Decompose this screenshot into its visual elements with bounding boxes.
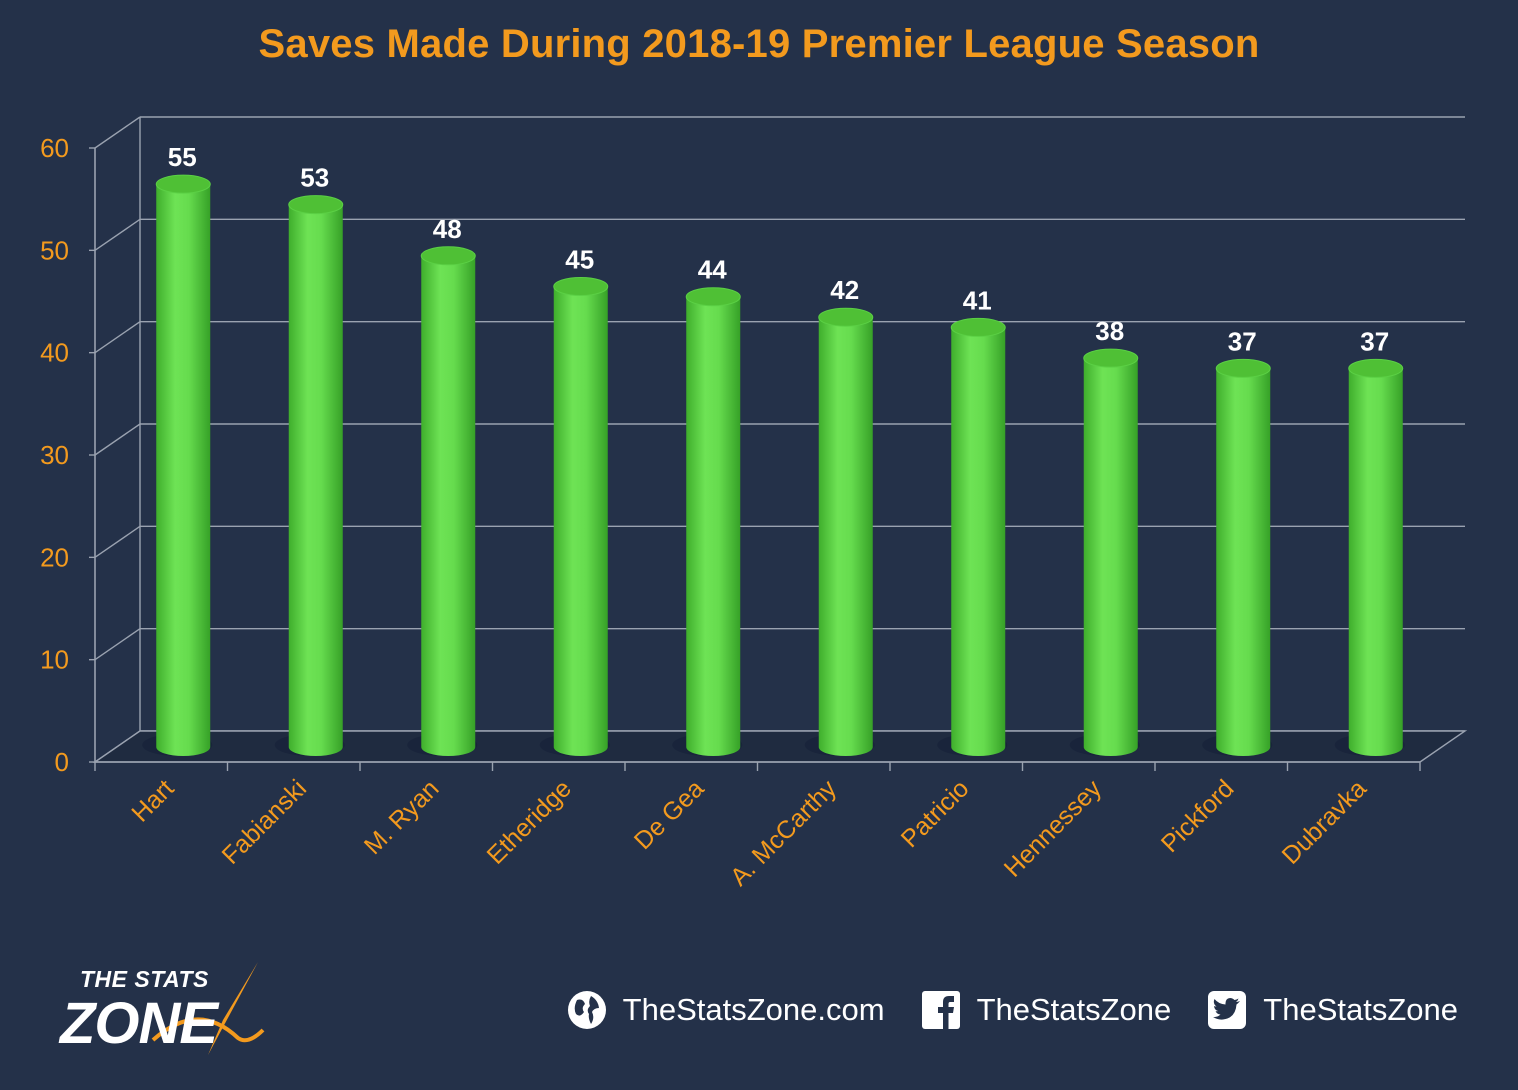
twitter-link[interactable]: TheStatsZone	[1205, 988, 1458, 1032]
twitter-link-label: TheStatsZone	[1263, 992, 1458, 1027]
x-tick-label: Hennessey	[999, 774, 1108, 883]
bar	[1334, 358, 1405, 756]
y-tick-label: 50	[40, 235, 69, 265]
bar-body	[1083, 358, 1138, 756]
data-label: 41	[963, 285, 992, 315]
y-tick-label: 60	[40, 133, 69, 163]
chart-area: 0 10 20 30 40 50 60 55 Hart 53 Fabianski 48 M. Ryan…	[40, 116, 1468, 891]
bar-top	[818, 307, 874, 327]
y-tick-label: 40	[40, 338, 69, 368]
bar-top	[685, 287, 741, 307]
bar-top	[155, 174, 211, 194]
bar-body	[686, 296, 741, 756]
data-label: 55	[168, 142, 197, 172]
bar	[539, 277, 610, 756]
x-tick-label: De Gea	[629, 774, 710, 855]
y-tick-label: 20	[40, 542, 69, 572]
website-link-label: TheStatsZone.com	[622, 992, 885, 1027]
bar-top	[1083, 348, 1139, 368]
x-tick-label: A. McCarthy	[725, 774, 842, 891]
logo-top-text: THE STATS	[80, 966, 209, 992]
bar	[804, 307, 875, 756]
x-tick-label: Pickford	[1156, 774, 1240, 858]
bar-body	[951, 327, 1006, 756]
twitter-icon	[1208, 991, 1247, 1029]
facebook-link-label: TheStatsZone	[976, 992, 1172, 1027]
data-label: 48	[433, 214, 462, 244]
logo-main-text: ZONE	[60, 991, 218, 1056]
globe-icon	[567, 991, 606, 1029]
website-link[interactable]: TheStatsZone.com	[565, 988, 885, 1032]
bar-body	[553, 286, 608, 756]
bar	[937, 317, 1008, 756]
bar-body	[156, 184, 211, 756]
bar-top	[950, 317, 1006, 337]
data-label: 38	[1095, 316, 1124, 346]
data-label: 42	[830, 275, 859, 305]
data-label: 45	[565, 245, 594, 275]
logo-swoosh-icon	[151, 962, 265, 1055]
x-tick-label: Patricio	[896, 774, 975, 853]
data-label: 37	[1360, 326, 1389, 356]
bar-body	[288, 204, 343, 757]
bar-body	[421, 255, 476, 757]
data-label: 53	[300, 163, 329, 193]
bar-body	[1216, 368, 1271, 756]
y-tick-label: 10	[40, 645, 69, 675]
bar	[142, 174, 213, 756]
bar-top	[553, 277, 609, 296]
bar-top	[1215, 358, 1271, 378]
bar	[274, 195, 345, 757]
bar	[672, 287, 743, 756]
bar	[1069, 348, 1140, 756]
chart-title: Saves Made During 2018-19 Premier League…	[258, 22, 1260, 66]
facebook-link[interactable]: TheStatsZone	[919, 988, 1172, 1032]
x-tick-label: Dubravka	[1277, 774, 1373, 870]
bar	[1202, 358, 1273, 756]
bar-body	[818, 317, 873, 756]
stats-zone-logo: THE STATS ZONE	[58, 960, 328, 1060]
gridline-side	[94, 525, 141, 558]
gridline-side	[94, 116, 141, 149]
footer-links: TheStatsZone.com TheStatsZone TheStatsZo…	[565, 985, 1458, 1035]
gridline-side	[94, 321, 141, 354]
x-tick-label: Hart	[126, 774, 179, 827]
x-tick-label: Etheridge	[482, 774, 577, 869]
x-tick-label: Fabianski	[217, 774, 312, 869]
facebook-icon	[921, 991, 960, 1029]
data-label: 44	[698, 255, 727, 285]
y-tick-label: 30	[40, 440, 69, 470]
x-tick-label: M. Ryan	[359, 774, 445, 860]
data-label: 37	[1228, 326, 1257, 356]
bar-top	[288, 195, 344, 215]
y-tick-label: 0	[55, 747, 69, 777]
bar-top	[420, 246, 476, 266]
gridline-side	[94, 628, 141, 661]
gridline-side	[94, 218, 141, 251]
gridline-side	[94, 423, 141, 456]
bar	[407, 246, 478, 757]
bar-top	[1348, 358, 1404, 378]
bar-body	[1348, 368, 1403, 756]
